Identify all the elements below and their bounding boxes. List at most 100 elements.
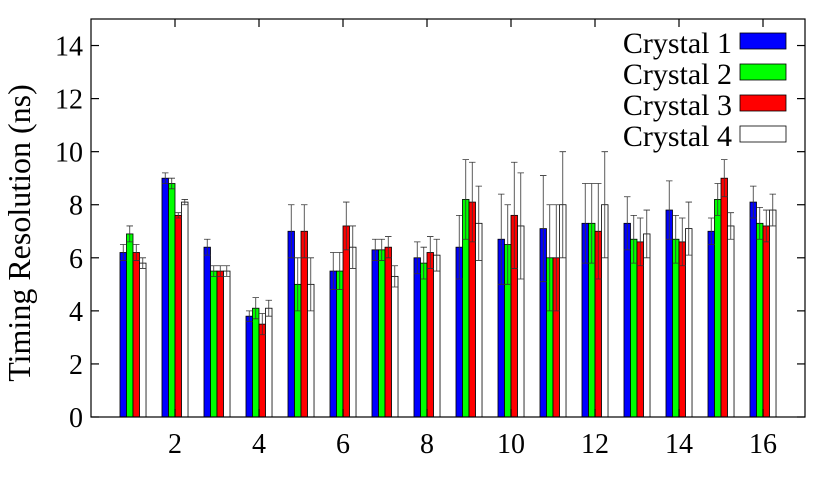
bar xyxy=(378,249,386,418)
y-tick-label: 8 xyxy=(69,191,83,222)
error-bar xyxy=(245,310,253,322)
error-bar xyxy=(581,183,589,264)
x-tick-label: 14 xyxy=(665,429,693,460)
error-bar xyxy=(559,151,567,259)
bar xyxy=(685,228,693,418)
error-bar xyxy=(623,196,631,251)
legend-swatch xyxy=(739,32,787,50)
error-bar xyxy=(307,257,315,312)
y-axis-title: Timing Resolution (ns) xyxy=(1,84,37,382)
bar xyxy=(420,262,428,418)
error-bar xyxy=(630,214,637,264)
error-bar xyxy=(252,297,259,320)
error-bar xyxy=(504,204,511,285)
bar xyxy=(258,323,266,418)
bar xyxy=(643,233,651,418)
error-bars-layer xyxy=(119,151,777,336)
error-bar xyxy=(427,236,434,269)
ticks-layer: 0 2 4 6 8 10 12 14 2 4 6 8 10 12 14 16 xyxy=(55,19,805,460)
error-bar xyxy=(469,161,476,243)
x-tick-label: 6 xyxy=(336,429,350,460)
error-bar xyxy=(223,265,231,277)
bar xyxy=(174,214,182,418)
error-bar xyxy=(749,185,757,219)
bar xyxy=(756,222,764,418)
bar xyxy=(672,238,680,418)
error-bar xyxy=(385,236,392,259)
y-tick-label: 0 xyxy=(69,403,83,434)
legend-swatch xyxy=(739,94,787,112)
error-bar xyxy=(161,172,169,184)
error-bar xyxy=(433,238,441,272)
bar xyxy=(203,246,211,418)
y-tick-label: 14 xyxy=(55,32,83,63)
bar xyxy=(665,209,673,418)
y-tick-label: 10 xyxy=(55,138,83,169)
bar xyxy=(252,307,260,418)
error-bar xyxy=(588,183,595,264)
bar xyxy=(426,252,434,418)
bar xyxy=(720,177,728,418)
error-bar xyxy=(517,172,525,280)
bar xyxy=(287,230,295,418)
bar xyxy=(384,246,392,418)
legend-label: Crystal 1 xyxy=(623,27,732,60)
error-bar xyxy=(455,214,463,280)
error-bar xyxy=(769,193,777,227)
bar xyxy=(216,270,224,418)
legend-label: Crystal 2 xyxy=(623,58,732,91)
legend-swatch xyxy=(739,63,787,81)
y-tick-label: 2 xyxy=(69,350,83,381)
error-bar xyxy=(265,299,273,317)
y-tick-label: 12 xyxy=(55,85,83,116)
bar xyxy=(678,241,686,418)
error-bar xyxy=(727,212,735,240)
bar xyxy=(342,225,350,418)
bar xyxy=(265,307,273,418)
error-bar xyxy=(553,204,560,312)
bar xyxy=(749,201,757,418)
error-bar xyxy=(672,214,679,264)
error-bar xyxy=(168,177,175,190)
error-bar xyxy=(175,212,182,219)
bar xyxy=(623,222,631,418)
error-bar xyxy=(181,199,189,206)
error-bar xyxy=(679,217,686,267)
error-bar xyxy=(714,183,721,216)
bar xyxy=(707,230,715,418)
error-bar xyxy=(259,313,266,336)
error-bar xyxy=(637,217,644,267)
error-bar xyxy=(133,244,140,261)
bar xyxy=(329,270,337,418)
legend-label: Crystal 4 xyxy=(623,120,732,153)
error-bar xyxy=(721,159,728,198)
x-tick-label: 4 xyxy=(252,429,266,460)
legend-label: Crystal 3 xyxy=(623,89,732,122)
bar xyxy=(630,238,638,418)
bar xyxy=(223,270,231,418)
bar xyxy=(126,233,134,418)
error-bar xyxy=(378,238,385,261)
x-tick-label: 16 xyxy=(749,429,777,460)
error-bar xyxy=(511,161,518,269)
bars-layer xyxy=(119,177,777,418)
y-tick-label: 6 xyxy=(69,244,83,275)
bar xyxy=(210,270,218,418)
bar xyxy=(413,257,421,418)
error-bar xyxy=(685,201,693,256)
legend-swatch xyxy=(739,125,787,143)
plot-frame xyxy=(90,18,806,418)
error-bar xyxy=(287,204,295,259)
bar xyxy=(181,201,189,418)
error-bar xyxy=(294,257,301,312)
bar xyxy=(132,252,140,418)
error-bar xyxy=(497,193,505,285)
error-bar xyxy=(349,225,357,269)
bar xyxy=(139,262,147,418)
error-bar xyxy=(119,244,127,261)
bar xyxy=(371,249,379,418)
error-bar xyxy=(336,252,343,291)
bar xyxy=(714,199,722,418)
